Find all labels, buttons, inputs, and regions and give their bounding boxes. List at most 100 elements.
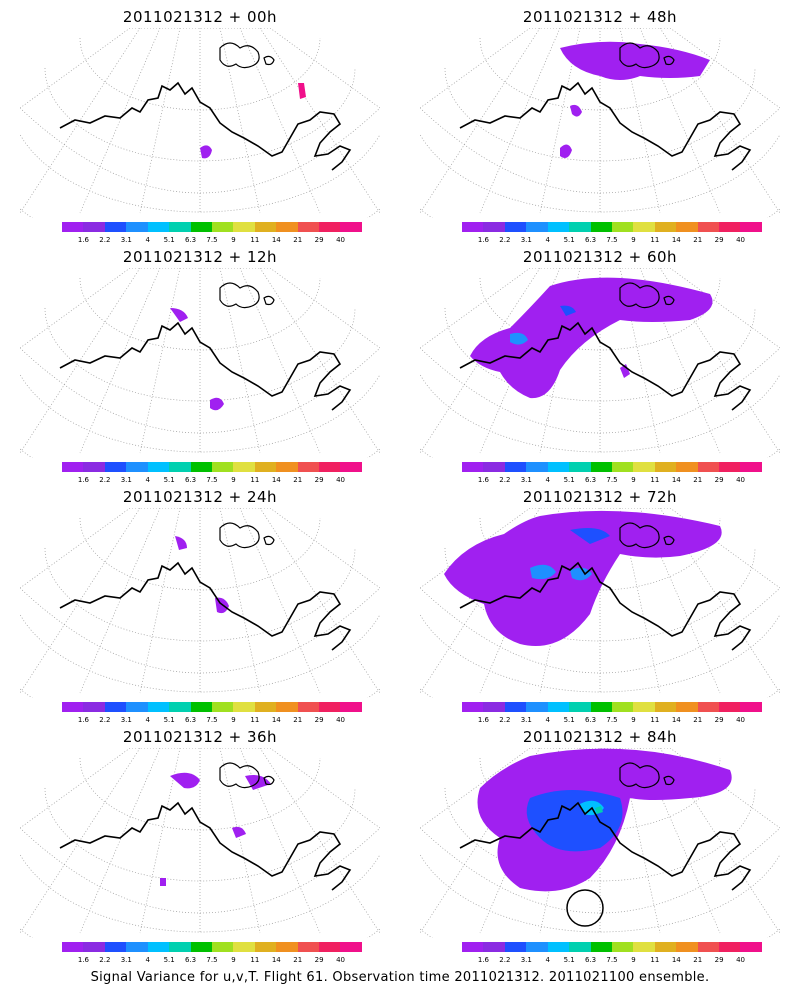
- colorbar-swatch: [126, 942, 148, 952]
- colorbar-tick-label: 9: [631, 716, 636, 724]
- meridian-line: [420, 28, 541, 214]
- colorbar-swatch: [697, 462, 720, 472]
- colorbar-tick-label: 14: [271, 716, 281, 724]
- variance-contour: [210, 397, 224, 411]
- colorbar-tick-label: 21: [693, 956, 703, 964]
- colorbar-tick-label: 4: [145, 476, 150, 484]
- colorbar-swatch: [190, 942, 212, 952]
- colorbar-swatch: [276, 462, 298, 472]
- variance-contour: [232, 826, 246, 838]
- colorbar-ticks: 1.6 2.2 3.1 4 5.1 6.3 7.5 9 11 14 21 29 40: [448, 956, 778, 966]
- colorbar-tick-label: 40: [736, 716, 746, 724]
- colorbar-tick-label: 21: [293, 716, 303, 724]
- colorbar-swatch: [569, 222, 591, 232]
- meridian-line: [139, 28, 181, 214]
- variance-contour: [510, 332, 528, 345]
- colorbar-swatch: [297, 222, 320, 232]
- colorbar-tick-label: 7.5: [206, 236, 218, 244]
- colorbar-swatch: [104, 222, 127, 232]
- colorbar-swatch: [740, 462, 762, 472]
- colorbar-tick-label: 40: [736, 476, 746, 484]
- colorbar-tick-label: 6.3: [184, 956, 197, 964]
- colorbar-swatch: [547, 222, 570, 232]
- colorbar-tick-label: 3.1: [520, 476, 532, 484]
- colorbar: [462, 462, 762, 472]
- colorbar-tick-label: 7.5: [606, 956, 618, 964]
- map-boundary: [20, 268, 380, 434]
- colorbar-swatch: [254, 942, 277, 952]
- colorbar-swatch: [719, 222, 741, 232]
- forecast-panel: 2011021312 + 00h 1.6 2.2 3.1 4 5.1 6.3 7.5 9 11 14…: [0, 0, 400, 244]
- variance-contour: [200, 145, 212, 159]
- colorbar-swatch: [654, 702, 677, 712]
- colorbar-tick-label: 1.6: [77, 476, 89, 484]
- colorbar-tick-label: 3.1: [520, 236, 532, 244]
- colorbar-swatch: [740, 702, 762, 712]
- colorbar-swatch: [483, 942, 505, 952]
- colorbar-swatch: [547, 462, 570, 472]
- coastline: [459, 801, 752, 891]
- colorbar-tick-label: 2.2: [99, 476, 111, 484]
- colorbar-swatch: [676, 222, 698, 232]
- map-boundary: [420, 28, 780, 194]
- panel-title: 2011021312 + 24h: [122, 488, 278, 506]
- colorbar-tick-label: 9: [631, 236, 636, 244]
- map-boundary: [20, 28, 380, 194]
- colorbar-swatch: [590, 942, 612, 952]
- colorbar-swatch: [611, 222, 634, 232]
- colorbar-swatch: [633, 222, 655, 232]
- variance-contour: [175, 536, 187, 550]
- panel-title: 2011021312 + 60h: [522, 248, 678, 266]
- meridian-line: [259, 508, 380, 694]
- latitude-line: [444, 787, 756, 882]
- colorbar-tick-label: 11: [250, 236, 260, 244]
- colorbar-swatch: [62, 462, 84, 472]
- colorbar: [462, 702, 762, 712]
- colorbar-tick-label: 14: [671, 476, 681, 484]
- colorbar-tick-label: 21: [693, 476, 703, 484]
- colorbar-tick-label: 29: [714, 716, 724, 724]
- colorbar-swatch: [697, 222, 720, 232]
- colorbar-swatch: [190, 462, 212, 472]
- colorbar-tick-label: 40: [736, 956, 746, 964]
- variance-contour: [170, 772, 200, 789]
- colorbar-tick-label: 5.1: [563, 236, 575, 244]
- colorbar-tick-label: 6.3: [184, 236, 197, 244]
- colorbar-swatch: [547, 942, 570, 952]
- colorbar-tick-label: 29: [314, 476, 324, 484]
- polar-map: [420, 508, 780, 698]
- colorbar-swatch: [462, 942, 484, 952]
- map-boundary: [20, 508, 380, 674]
- colorbar-swatch: [611, 702, 634, 712]
- meridian-line: [239, 268, 321, 454]
- arctic-islands: [219, 522, 275, 549]
- variance-contour: [570, 567, 592, 581]
- colorbar-tick-label: 4: [545, 236, 550, 244]
- colorbar-tick-label: 3.1: [120, 476, 132, 484]
- latitude-line: [420, 133, 780, 213]
- variance-contour: [570, 528, 610, 544]
- colorbar-tick-label: 6.3: [584, 956, 597, 964]
- colorbar-swatch: [483, 462, 505, 472]
- colorbar-swatch: [276, 702, 298, 712]
- colorbar-swatch: [126, 702, 148, 712]
- arctic-islands: [219, 762, 275, 789]
- coastline: [459, 81, 752, 171]
- map-boundary: [20, 748, 380, 914]
- colorbar-swatch: [190, 222, 212, 232]
- forecast-panel: 2011021312 + 60h 1.6 2.2 3.1 4 5.1 6.3 7.5 9 11 14…: [400, 240, 800, 484]
- colorbar-tick-label: 7.5: [606, 716, 618, 724]
- colorbar-tick-label: 21: [293, 476, 303, 484]
- colorbar-swatch: [697, 702, 720, 712]
- colorbar-tick-label: 5.1: [563, 956, 575, 964]
- colorbar-swatch: [233, 702, 255, 712]
- colorbar-tick-label: 3.1: [520, 956, 532, 964]
- colorbar-swatch: [676, 942, 698, 952]
- forecast-panel: 2011021312 + 84h 1.6 2.2 3.1 4 5.1 6.3 7.5 9 11 14…: [400, 720, 800, 964]
- colorbar-swatch: [62, 942, 84, 952]
- colorbar-swatch: [633, 462, 655, 472]
- map-boundary: [420, 508, 780, 674]
- colorbar-swatch: [169, 942, 191, 952]
- meridian-line: [20, 268, 141, 454]
- colorbar-swatch: [697, 942, 720, 952]
